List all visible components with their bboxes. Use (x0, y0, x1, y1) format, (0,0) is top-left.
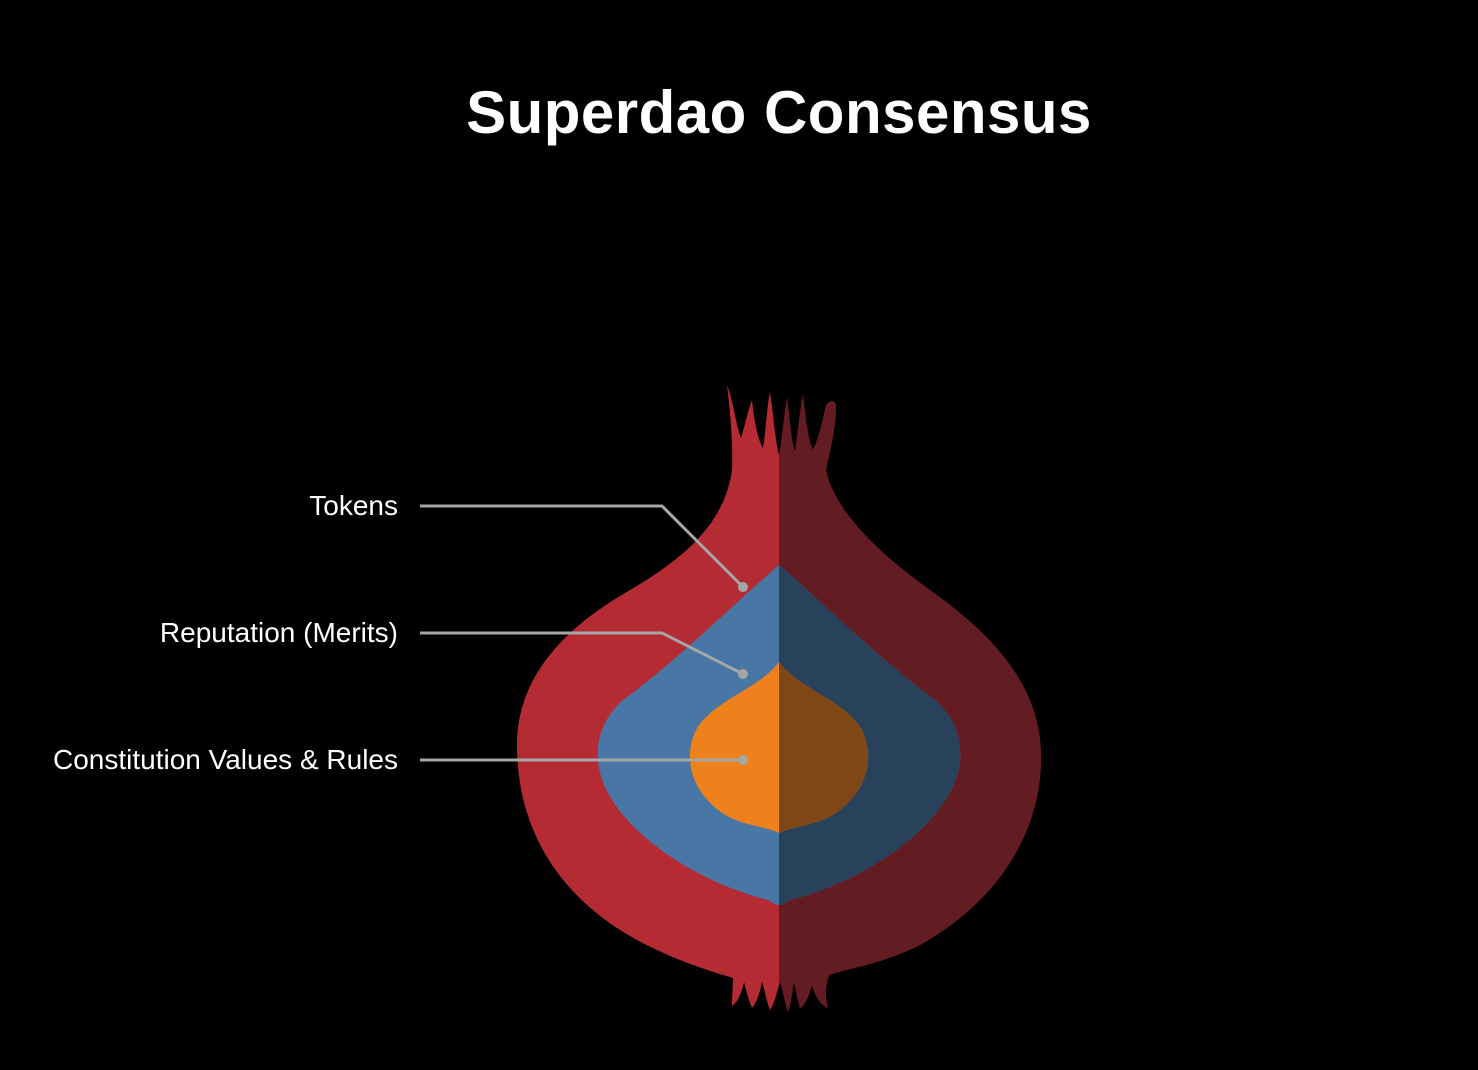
tokens-leader-dot (738, 582, 748, 592)
reputation-leader-dot (738, 669, 748, 679)
constitution-leader-dot (738, 755, 748, 765)
label-constitution: Constitution Values & Rules (53, 743, 398, 777)
label-reputation: Reputation (Merits) (160, 616, 398, 650)
label-tokens: Tokens (309, 489, 398, 523)
